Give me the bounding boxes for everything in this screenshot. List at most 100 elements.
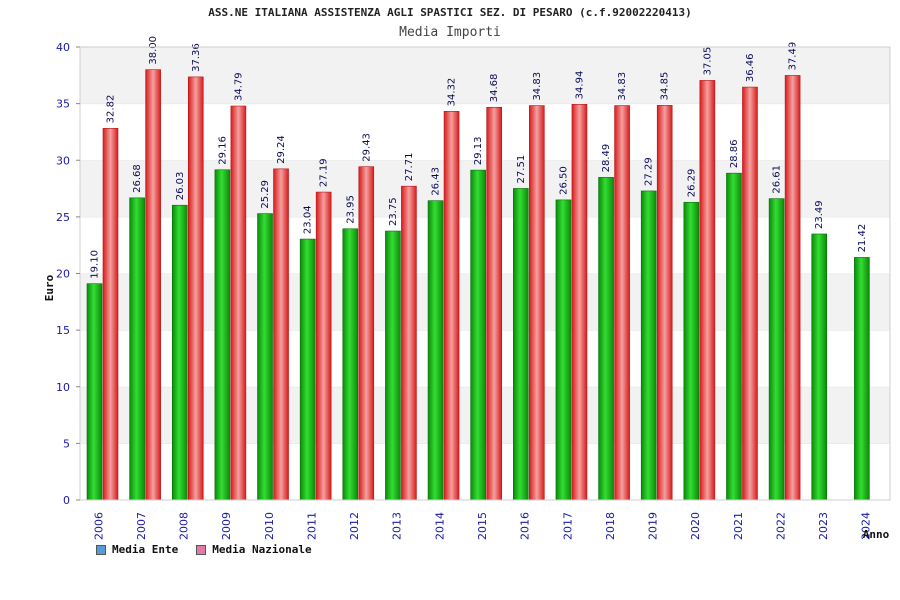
bar-media-nazionale [742,86,758,501]
y-tick-label: 20 [56,268,70,281]
value-label-media-ente: 21.42 [857,224,868,253]
x-tick-label: 2024 [860,512,873,540]
x-tick-label: 2006 [92,512,105,540]
bar-media-nazionale [784,75,801,501]
value-label-media-nazionale: 34.79 [233,72,244,101]
bar-media-ente [214,169,231,501]
value-label-media-ente: 29.13 [473,136,484,165]
axes-layer: 0 5 10 15 20 25 30 35 40 2006 2007 2008 2009 2010 2011… [56,41,891,540]
bar-media-nazionale [699,80,716,501]
value-label-media-nazionale: 36.46 [745,53,756,82]
value-label-media-ente: 28.49 [601,144,612,173]
bar-media-ente [86,283,103,501]
value-label-media-ente: 26.43 [431,167,442,196]
y-tick-label: 5 [63,437,70,450]
value-label-media-ente: 29.16 [217,136,228,165]
bar-media-nazionale [529,105,545,501]
legend-item-ente: Media Ente [96,543,178,556]
x-tick-label: 2008 [178,512,191,540]
value-label-media-nazionale: 37.05 [702,47,713,76]
x-tick-label: 2017 [561,512,574,540]
x-tick-label: 2010 [263,512,276,540]
x-tick-label: 2019 [647,512,660,540]
value-label-media-ente: 19.10 [90,250,101,279]
legend-label-nazionale: Media Nazionale [212,543,312,556]
x-tick-label: 2011 [305,512,318,540]
bar-media-nazionale [102,128,119,501]
bar-media-ente [683,201,700,501]
bar-media-ente [171,204,188,501]
value-label-media-ente: 23.04 [303,205,314,234]
legend-item-nazionale: Media Nazionale [196,543,312,556]
legend: Media Ente Media Nazionale [96,543,312,556]
y-tick-label: 10 [56,381,70,394]
y-tick-label: 15 [56,324,70,337]
value-label-media-nazionale: 34.32 [447,78,458,107]
bar-media-ente [768,198,785,501]
bar-media-nazionale [145,69,161,501]
x-tick-label: 2009 [220,512,233,540]
x-tick-label: 2007 [135,512,148,540]
value-label-media-ente: 26.03 [175,172,186,201]
x-tick-label: 2015 [476,512,489,540]
x-tick-label: 2022 [774,512,787,540]
bar-media-ente [598,177,614,501]
bar-media-nazionale [230,105,247,501]
bar-media-ente [470,169,486,501]
value-label-media-nazionale: 37.49 [788,42,799,71]
value-label-media-nazionale: 34.68 [489,74,500,103]
value-label-media-ente: 23.95 [345,195,356,224]
bar-media-nazionale [614,105,630,501]
y-tick-label: 0 [63,494,70,507]
chart-subtitle: Media Importi [399,25,501,40]
bar-media-ente [427,200,444,501]
value-label-media-nazionale: 34.83 [617,72,628,101]
bar-media-nazionale [486,106,502,501]
bar-media-nazionale [315,191,332,501]
value-label-media-nazionale: 34.94 [574,71,585,100]
value-label-media-ente: 23.49 [814,200,825,229]
bar-media-ente [129,197,145,501]
bar-media-nazionale [571,104,588,501]
value-label-media-ente: 27.51 [516,155,527,184]
value-label-media-nazionale: 27.19 [319,158,330,187]
value-label-media-ente: 26.68 [132,164,143,193]
bar-media-ente [513,188,529,501]
x-tick-label: 2016 [519,512,532,540]
y-axis-title: Euro [43,274,56,301]
value-label-media-ente: 26.29 [686,169,697,198]
bars-layer: 19.10 32.82 26.68 38.00 26.03 37.36 29.16 34.79… [86,36,870,501]
bar-media-ente [555,199,572,501]
x-tick-label: 2020 [689,512,702,540]
chart-title: ASS.NE ITALIANA ASSISTENZA AGLI SPASTICI… [208,6,692,19]
x-tick-label: 2013 [391,512,404,540]
bar-media-nazionale [187,76,204,501]
x-tick-label: 2023 [817,512,830,540]
bar-media-nazionale [358,166,375,501]
value-label-media-ente: 28.86 [729,140,740,169]
bar-media-nazionale [273,168,289,501]
x-tick-label: 2014 [433,512,446,540]
x-axis-title: Anno [863,528,890,541]
value-label-media-nazionale: 34.83 [532,72,543,101]
value-label-media-ente: 25.29 [260,180,271,209]
x-tick-label: 2021 [732,512,745,540]
bar-media-ente [299,238,316,501]
legend-swatch-ente [96,544,106,555]
bar-media-ente [385,230,401,501]
bar-media-ente [854,257,870,501]
value-label-media-ente: 26.61 [772,165,783,194]
bar-media-ente [257,213,273,501]
bar-media-ente [342,228,359,501]
bar-media-nazionale [656,105,673,501]
y-tick-label: 40 [56,41,70,54]
value-label-media-ente: 27.29 [644,157,655,186]
value-label-media-nazionale: 32.82 [106,95,117,124]
y-tick-label: 30 [56,154,70,167]
value-label-media-ente: 23.75 [388,197,399,226]
value-label-media-nazionale: 29.24 [276,135,287,164]
value-label-media-nazionale: 27.71 [404,153,415,182]
value-label-media-nazionale: 34.85 [660,72,671,101]
y-tick-label: 25 [56,211,70,224]
x-tick-label: 2018 [604,512,617,540]
